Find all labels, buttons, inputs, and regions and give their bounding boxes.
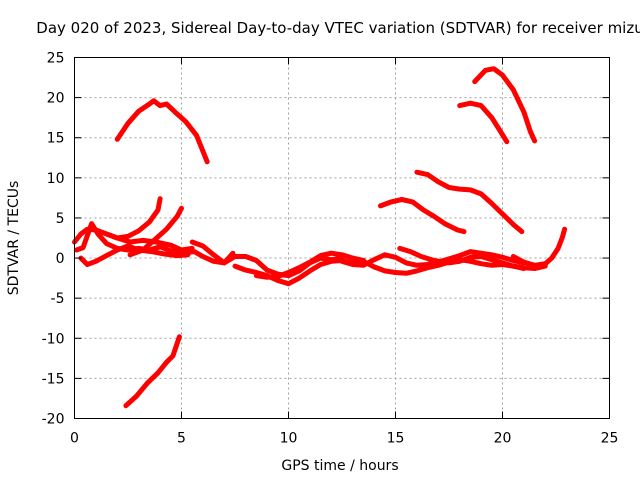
y-tick-label: 10 [47, 171, 65, 187]
series-arc-4 [123, 334, 182, 409]
y-tick-label: -15 [42, 371, 65, 387]
y-tick-label: 25 [47, 51, 65, 67]
series-arc-5 [72, 226, 195, 253]
chart-title: Day 020 of 2023, Sidereal Day-to-day VTE… [36, 19, 640, 37]
tick-marks [74, 57, 610, 419]
plot-frame [74, 57, 610, 419]
series-arc-18 [510, 226, 568, 268]
x-tick-label: 20 [494, 431, 512, 447]
series-arc-17 [472, 66, 538, 144]
y-axis-label: SDTVAR / TECUs [6, 181, 22, 296]
y-tick-label: -5 [51, 291, 65, 307]
tick-labels: 0 5 10 15 20 25 -20 -15 -10 -5 0 5 10 15 20 25 [42, 51, 619, 447]
y-tick-label: -20 [42, 412, 65, 428]
y-tick-label: 5 [56, 211, 65, 227]
series-arc-13 [397, 245, 548, 271]
series-arc-14 [378, 197, 467, 235]
y-tick-label: -10 [42, 331, 65, 347]
y-tick-label: 15 [47, 131, 65, 147]
y-tick-label: 0 [56, 251, 65, 267]
x-tick-label: 25 [601, 431, 619, 447]
x-tick-label: 5 [177, 431, 186, 447]
series-arc-15 [414, 169, 525, 235]
y-tick-label: 20 [47, 91, 65, 107]
series-arc-11 [339, 249, 527, 268]
series-arc-7 [78, 243, 191, 267]
series-arc-1 [114, 98, 210, 165]
x-axis-label: GPS time / hours [281, 458, 398, 474]
x-tick-label: 15 [387, 431, 405, 447]
series-arc-16 [457, 100, 510, 145]
x-tick-label: 0 [70, 431, 79, 447]
x-tick-label: 10 [280, 431, 298, 447]
series-arc-12 [350, 255, 527, 276]
series-arc-10 [253, 250, 366, 280]
series-group [72, 66, 568, 409]
